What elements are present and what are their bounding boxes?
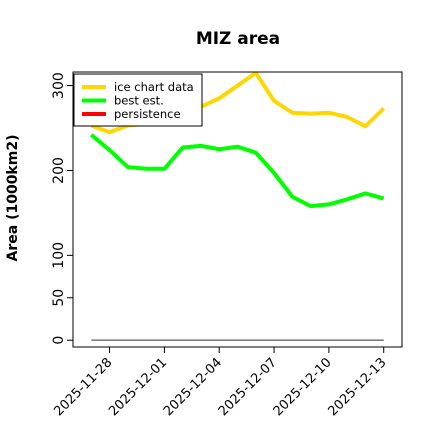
y-tick-label: 200 [51,157,67,184]
plot-frame [72,71,403,348]
series-line-best-est- [89,133,385,209]
legend-label: ice chart data [114,80,194,94]
chart-title: MIZ area [196,29,280,49]
y-tick-label: 50 [51,289,67,307]
y-axis-label: Area (1000km2) [5,135,21,262]
y-tick-label: 0 [51,336,67,345]
y-tick-label: 100 [51,242,67,269]
legend-label: persistence [114,107,181,121]
y-tick-label: 300 [51,72,67,99]
legend-label: best est. [114,94,164,108]
